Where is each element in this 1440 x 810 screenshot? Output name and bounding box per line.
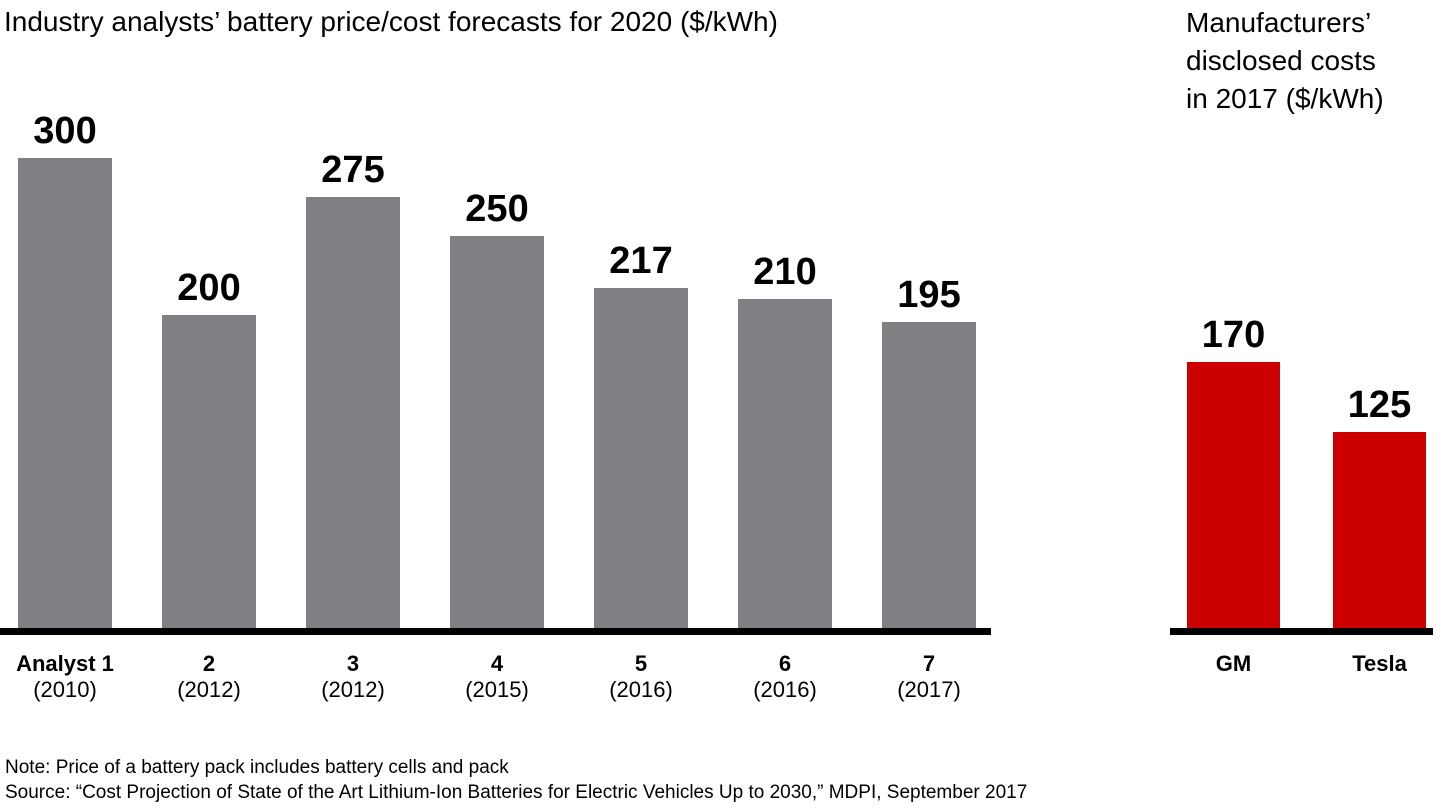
bar-group: 217 bbox=[594, 241, 688, 628]
x-axis bbox=[1170, 628, 1433, 635]
category-year: (2017) bbox=[897, 677, 961, 702]
bar bbox=[306, 197, 400, 628]
category-label: Analyst 1 (2010) bbox=[16, 651, 114, 703]
left-chart-title: Industry analysts’ battery price/cost fo… bbox=[4, 6, 778, 37]
category-label: 7 (2017) bbox=[882, 651, 976, 703]
category-year: (2016) bbox=[753, 677, 817, 702]
category-label: 2 (2012) bbox=[162, 651, 256, 703]
bar bbox=[594, 288, 688, 628]
footnotes: Note: Price of a battery pack includes b… bbox=[5, 755, 1027, 805]
right-chart-title: Manufacturers’ disclosed costs in 2017 (… bbox=[1186, 4, 1384, 118]
bar-value-label: 195 bbox=[897, 274, 961, 316]
bar-group: 170 bbox=[1187, 315, 1280, 628]
category-year: (2010) bbox=[33, 677, 97, 702]
bar-value-label: 217 bbox=[609, 240, 673, 282]
manufacturer-cost-bar-chart: 170 125 GM Tesla bbox=[1170, 0, 1433, 720]
bar bbox=[450, 236, 544, 628]
category-year: (2016) bbox=[609, 677, 673, 702]
bar-group: 300 bbox=[18, 111, 112, 628]
category-label: Tesla bbox=[1333, 651, 1426, 677]
bar bbox=[162, 315, 256, 628]
bar-group: 195 bbox=[882, 275, 976, 628]
category-name: 4 bbox=[490, 651, 504, 676]
labels-row: GM Tesla bbox=[1170, 651, 1426, 677]
analyst-forecast-bar-chart: 300 200 275 250 217 210 195 Analyst 1 (2010) 2 (2… bbox=[0, 111, 991, 703]
bar-value-label: 275 bbox=[321, 149, 385, 191]
category-name: Tesla bbox=[1352, 651, 1407, 676]
category-label: 5 (2016) bbox=[594, 651, 688, 703]
bar bbox=[1187, 362, 1280, 628]
bar-value-label: 250 bbox=[465, 188, 529, 230]
right-chart-title-line-1: Manufacturers’ bbox=[1186, 7, 1372, 38]
bars-row: 300 200 275 250 217 210 195 bbox=[18, 111, 976, 628]
bar-value-label: 125 bbox=[1347, 384, 1412, 426]
bar bbox=[882, 322, 976, 628]
bar-value-label: 210 bbox=[753, 251, 817, 293]
bar bbox=[18, 158, 112, 628]
bar-group: 250 bbox=[450, 189, 544, 628]
right-chart-title-line-2: disclosed costs bbox=[1186, 45, 1376, 76]
category-name: 2 bbox=[202, 651, 216, 676]
category-name: 6 bbox=[778, 651, 792, 676]
bar-value-label: 170 bbox=[1201, 314, 1266, 356]
bar-group: 200 bbox=[162, 268, 256, 628]
category-label: GM bbox=[1187, 651, 1280, 677]
bar-value-label: 200 bbox=[177, 267, 241, 309]
category-label: 6 (2016) bbox=[738, 651, 832, 703]
labels-row: Analyst 1 (2010) 2 (2012) 3 (2012) 4 (2015) 5 (20… bbox=[0, 651, 976, 703]
bar bbox=[1333, 432, 1426, 628]
category-year: (2012) bbox=[177, 677, 241, 702]
category-name: Analyst 1 bbox=[16, 651, 114, 676]
bars-row: 170 125 bbox=[1170, 0, 1426, 628]
bar-value-label: 300 bbox=[33, 110, 97, 152]
category-name: 3 bbox=[346, 651, 360, 676]
category-label: 3 (2012) bbox=[306, 651, 400, 703]
category-year: (2012) bbox=[321, 677, 385, 702]
source-text: Source: “Cost Projection of State of the… bbox=[5, 782, 1028, 803]
category-year: (2015) bbox=[465, 677, 529, 702]
bar bbox=[738, 299, 832, 628]
category-name: GM bbox=[1215, 651, 1252, 676]
x-axis bbox=[0, 628, 991, 635]
bar-group: 275 bbox=[306, 150, 400, 628]
bar-group: 210 bbox=[738, 252, 832, 628]
bar-group: 125 bbox=[1333, 385, 1426, 628]
category-label: 4 (2015) bbox=[450, 651, 544, 703]
category-name: 7 bbox=[922, 651, 936, 676]
right-chart-title-line-3: in 2017 ($/kWh) bbox=[1186, 83, 1384, 114]
category-name: 5 bbox=[634, 651, 648, 676]
note-text: Note: Price of a battery pack includes b… bbox=[5, 757, 509, 778]
